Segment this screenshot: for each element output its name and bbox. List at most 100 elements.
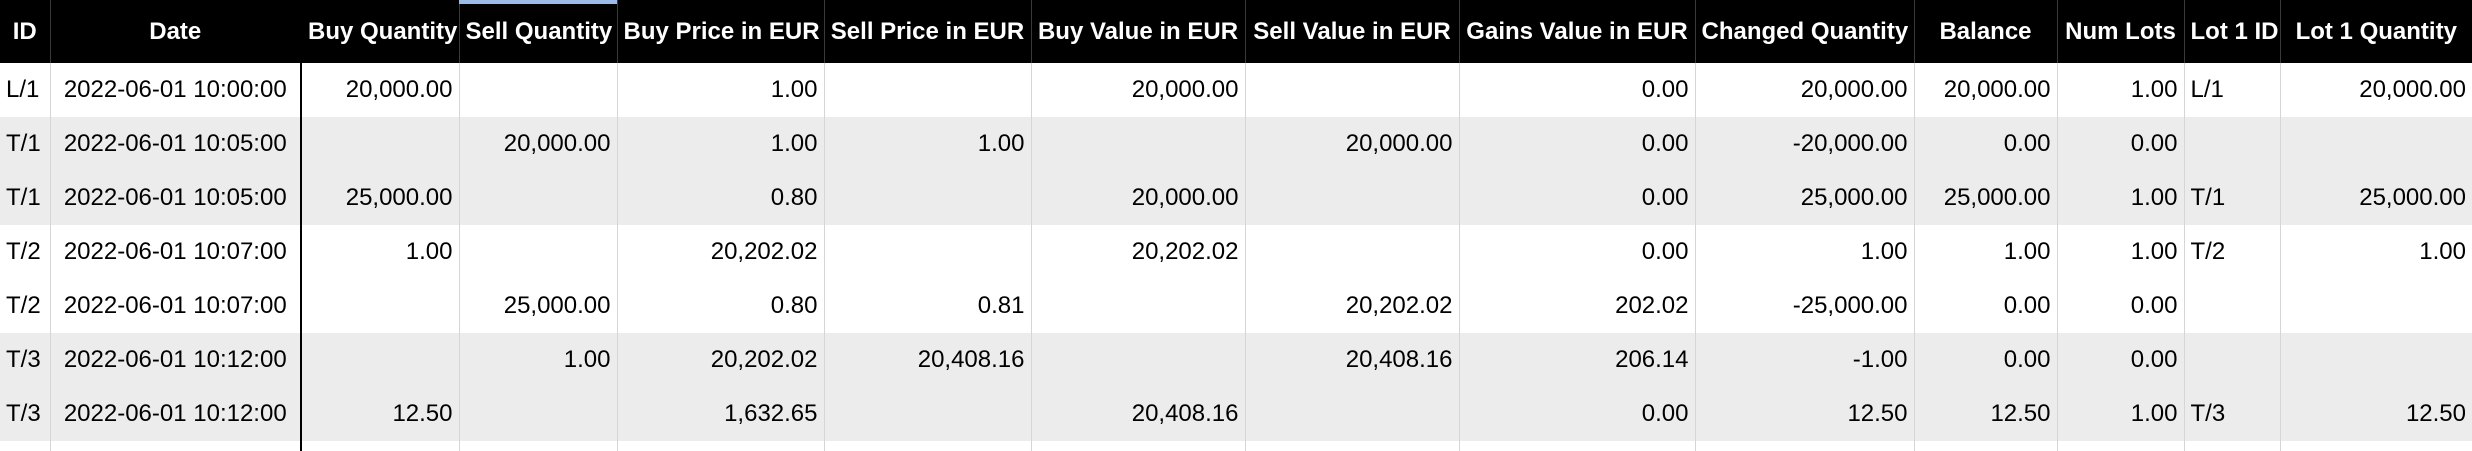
cell-buy-quantity[interactable] (300, 117, 459, 171)
cell-buy-value[interactable] (1030, 333, 1245, 387)
cell-lot1-quantity[interactable]: 25,000.00 (2279, 171, 2472, 225)
cell-buy-price[interactable]: 20,202.02 (616, 333, 824, 387)
cell-changed-quantity[interactable]: 12.50 (1694, 387, 1914, 441)
column-header-lot1-quantity[interactable]: Lot 1 Quantity (2279, 0, 2472, 63)
cell-lot1-quantity[interactable] (2279, 117, 2472, 171)
column-header-balance[interactable]: Balance (1913, 0, 2057, 63)
cell-changed-quantity[interactable]: 25,000.00 (1694, 171, 1914, 225)
cell-changed-quantity[interactable]: 20,000.00 (1694, 63, 1914, 117)
cell-id[interactable]: T/1 (0, 117, 50, 171)
cell-empty[interactable] (49, 441, 302, 451)
cell-empty[interactable] (1913, 441, 2057, 451)
cell-empty[interactable] (2279, 441, 2472, 451)
cell-lot1-id[interactable] (2183, 279, 2280, 333)
column-header-sell-quantity[interactable]: Sell Quantity (458, 0, 617, 63)
cell-lot1-id[interactable] (2183, 117, 2280, 171)
cell-date[interactable]: 2022-06-01 10:07:00 (49, 279, 302, 333)
cell-sell-value[interactable]: 20,000.00 (1244, 117, 1459, 171)
cell-sell-quantity[interactable] (458, 225, 617, 279)
column-header-gains-value[interactable]: Gains Value in EUR (1458, 0, 1695, 63)
cell-balance[interactable]: 0.00 (1913, 279, 2057, 333)
cell-empty[interactable] (823, 441, 1031, 451)
column-header-date[interactable]: Date (49, 0, 302, 63)
column-header-buy-quantity[interactable]: Buy Quantity (300, 0, 459, 63)
cell-num-lots[interactable]: 0.00 (2056, 117, 2184, 171)
cell-buy-value[interactable]: 20,408.16 (1030, 387, 1245, 441)
cell-lot1-quantity[interactable] (2279, 279, 2472, 333)
cell-sell-price[interactable]: 1.00 (823, 117, 1031, 171)
cell-balance[interactable]: 25,000.00 (1913, 171, 2057, 225)
cell-sell-value[interactable]: 20,202.02 (1244, 279, 1459, 333)
cell-buy-price[interactable]: 1.00 (616, 63, 824, 117)
cell-buy-price[interactable]: 20,202.02 (616, 225, 824, 279)
cell-sell-value[interactable]: 20,408.16 (1244, 333, 1459, 387)
cell-changed-quantity[interactable]: -1.00 (1694, 333, 1914, 387)
cell-buy-quantity[interactable] (300, 333, 459, 387)
cell-date[interactable]: 2022-06-01 10:05:00 (49, 117, 302, 171)
cell-gains-value[interactable]: 202.02 (1458, 279, 1695, 333)
cell-balance[interactable]: 12.50 (1913, 387, 2057, 441)
cell-sell-quantity[interactable] (458, 171, 617, 225)
cell-id[interactable]: T/2 (0, 279, 50, 333)
cell-gains-value[interactable]: 0.00 (1458, 63, 1695, 117)
column-header-changed-quantity[interactable]: Changed Quantity (1694, 0, 1914, 63)
cell-num-lots[interactable]: 1.00 (2056, 387, 2184, 441)
cell-buy-price[interactable]: 1,632.65 (616, 387, 824, 441)
cell-num-lots[interactable]: 1.00 (2056, 63, 2184, 117)
cell-buy-price[interactable]: 0.80 (616, 171, 824, 225)
cell-sell-quantity[interactable] (458, 387, 617, 441)
cell-sell-price[interactable] (823, 225, 1031, 279)
cell-sell-price[interactable] (823, 387, 1031, 441)
cell-sell-quantity[interactable]: 20,000.00 (458, 117, 617, 171)
cell-buy-quantity[interactable]: 20,000.00 (300, 63, 459, 117)
cell-buy-value[interactable] (1030, 279, 1245, 333)
cell-empty[interactable] (1030, 441, 1245, 451)
cell-empty[interactable] (300, 441, 459, 451)
cell-buy-quantity[interactable]: 1.00 (300, 225, 459, 279)
cell-buy-value[interactable]: 20,202.02 (1030, 225, 1245, 279)
cell-empty[interactable] (616, 441, 824, 451)
cell-num-lots[interactable]: 0.00 (2056, 279, 2184, 333)
cell-empty[interactable] (0, 441, 50, 451)
cell-date[interactable]: 2022-06-01 10:12:00 (49, 333, 302, 387)
cell-id[interactable]: T/1 (0, 171, 50, 225)
cell-buy-quantity[interactable]: 25,000.00 (300, 171, 459, 225)
cell-empty[interactable] (2056, 441, 2184, 451)
cell-buy-price[interactable]: 0.80 (616, 279, 824, 333)
cell-sell-price[interactable] (823, 171, 1031, 225)
cell-gains-value[interactable]: 0.00 (1458, 117, 1695, 171)
cell-lot1-quantity[interactable]: 12.50 (2279, 387, 2472, 441)
cell-buy-price[interactable]: 1.00 (616, 117, 824, 171)
cell-sell-quantity[interactable] (458, 63, 617, 117)
cell-lot1-id[interactable] (2183, 333, 2280, 387)
cell-lot1-quantity[interactable]: 1.00 (2279, 225, 2472, 279)
column-header-lot1-id[interactable]: Lot 1 ID (2183, 0, 2280, 63)
cell-sell-price[interactable]: 0.81 (823, 279, 1031, 333)
cell-date[interactable]: 2022-06-01 10:07:00 (49, 225, 302, 279)
cell-id[interactable]: T/3 (0, 333, 50, 387)
column-header-sell-value[interactable]: Sell Value in EUR (1244, 0, 1459, 63)
cell-sell-value[interactable] (1244, 63, 1459, 117)
cell-balance[interactable]: 20,000.00 (1913, 63, 2057, 117)
cell-gains-value[interactable]: 0.00 (1458, 387, 1695, 441)
cell-sell-quantity[interactable]: 1.00 (458, 333, 617, 387)
cell-balance[interactable]: 0.00 (1913, 117, 2057, 171)
cell-buy-value[interactable] (1030, 117, 1245, 171)
cell-empty[interactable] (1244, 441, 1459, 451)
cell-buy-value[interactable]: 20,000.00 (1030, 171, 1245, 225)
cell-empty[interactable] (1458, 441, 1695, 451)
cell-buy-quantity[interactable]: 12.50 (300, 387, 459, 441)
cell-date[interactable]: 2022-06-01 10:05:00 (49, 171, 302, 225)
cell-changed-quantity[interactable]: -20,000.00 (1694, 117, 1914, 171)
cell-sell-price[interactable]: 20,408.16 (823, 333, 1031, 387)
cell-gains-value[interactable]: 0.00 (1458, 225, 1695, 279)
column-header-buy-price[interactable]: Buy Price in EUR (616, 0, 824, 63)
cell-gains-value[interactable]: 0.00 (1458, 171, 1695, 225)
cell-sell-price[interactable] (823, 63, 1031, 117)
cell-buy-quantity[interactable] (300, 279, 459, 333)
cell-changed-quantity[interactable]: 1.00 (1694, 225, 1914, 279)
cell-date[interactable]: 2022-06-01 10:00:00 (49, 63, 302, 117)
cell-sell-value[interactable] (1244, 387, 1459, 441)
cell-empty[interactable] (458, 441, 617, 451)
cell-id[interactable]: T/2 (0, 225, 50, 279)
